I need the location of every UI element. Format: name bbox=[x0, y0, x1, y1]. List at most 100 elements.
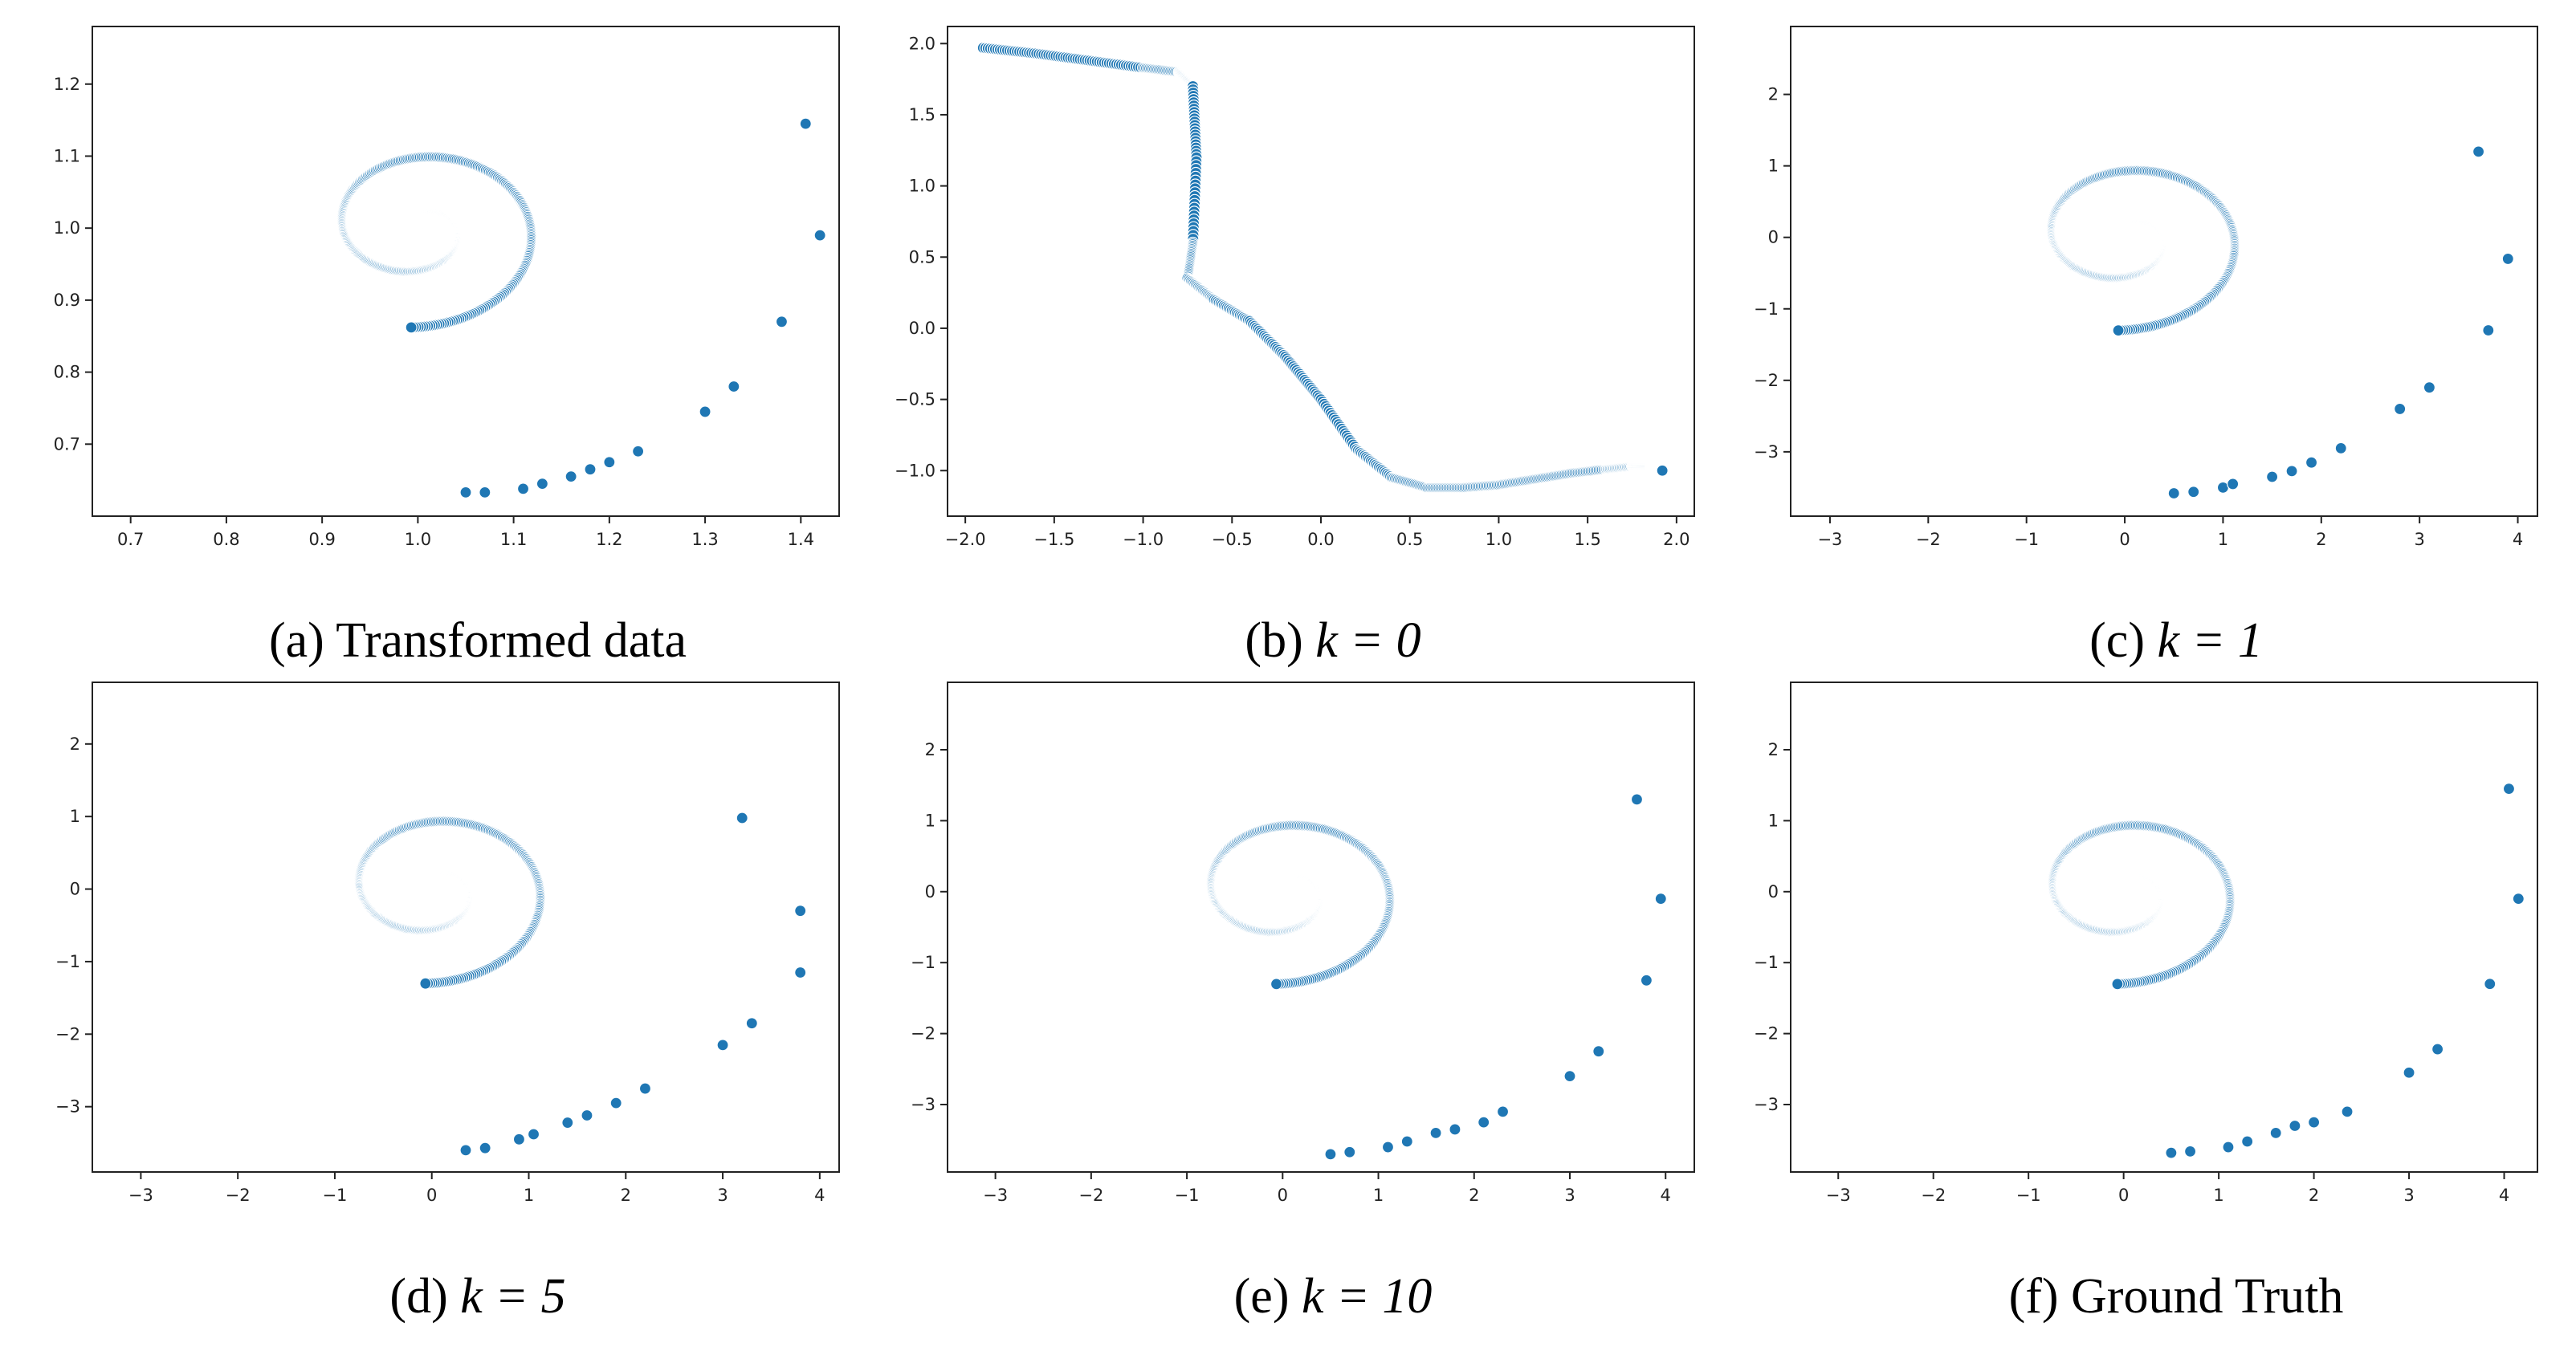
data-point bbox=[2305, 456, 2318, 469]
y-tick-label: 2 bbox=[925, 740, 935, 759]
subplot-2: −2.0 −1.5 −1.0 −0.5 0.0 0.5 1.0 1.5 2.0 −1.0 −0.5 0… bbox=[895, 22, 1751, 681]
y-tick-label: −3 bbox=[911, 1095, 935, 1114]
data-point bbox=[1478, 1116, 1490, 1129]
data-point bbox=[2165, 1146, 2178, 1159]
x-tick-label: 1.1 bbox=[500, 530, 527, 549]
data-point bbox=[419, 977, 432, 990]
y-tick-label: −0.5 bbox=[895, 390, 935, 409]
x-tick-label: −1.5 bbox=[1033, 530, 1074, 549]
data-point bbox=[2241, 1135, 2254, 1148]
point-group bbox=[2046, 783, 2525, 1159]
y-tick-label: 0 bbox=[70, 880, 80, 899]
data-point bbox=[516, 482, 530, 495]
x-tick-label: 4 bbox=[1661, 1186, 1671, 1205]
data-point bbox=[459, 1144, 472, 1157]
plot-frame bbox=[947, 682, 1695, 1173]
x-tick-label: 3 bbox=[2403, 1186, 2414, 1205]
x-tick-label: 3 bbox=[2414, 530, 2424, 549]
data-point bbox=[2431, 1043, 2444, 1056]
data-point bbox=[716, 1039, 729, 1052]
y-tick-label: −2 bbox=[911, 1024, 935, 1044]
data-point bbox=[527, 1128, 540, 1141]
data-point bbox=[1324, 1148, 1337, 1161]
data-point bbox=[2394, 402, 2407, 416]
y-tick-label: 0.7 bbox=[54, 434, 80, 454]
data-point bbox=[1630, 793, 1644, 806]
data-point bbox=[1381, 1141, 1395, 1154]
data-point bbox=[2334, 441, 2347, 455]
y-tick-label: 1 bbox=[1768, 811, 1779, 830]
caption-label: (e) bbox=[1233, 1269, 1302, 1324]
data-point bbox=[2484, 978, 2497, 991]
x-tick-label: −2 bbox=[226, 1186, 251, 1205]
caption-label: (f) Ground Truth bbox=[2008, 1269, 2344, 1324]
plot-frame bbox=[947, 26, 1695, 517]
x-tick-label: 1.0 bbox=[1486, 530, 1512, 549]
data-point bbox=[2187, 486, 2200, 498]
scatter-plot-2: −2.0 −1.5 −1.0 −0.5 0.0 0.5 1.0 1.5 2.0 −1.0 −0.5 0… bbox=[895, 26, 1695, 549]
data-point bbox=[1496, 1105, 1510, 1118]
x-tick-label: 1.3 bbox=[691, 530, 718, 549]
x-tick-label: 0 bbox=[1278, 1186, 1288, 1205]
data-point bbox=[794, 905, 807, 918]
data-point bbox=[2502, 783, 2516, 796]
subplot-caption: (d) k = 5 bbox=[60, 1268, 895, 1325]
x-tick-label: −1 bbox=[2014, 530, 2039, 549]
y-tick-label: 1.1 bbox=[54, 146, 80, 165]
x-tick-label: −0.5 bbox=[1212, 530, 1253, 549]
y-tick-label: 0.5 bbox=[909, 247, 935, 267]
data-point bbox=[609, 1097, 622, 1109]
data-point bbox=[584, 463, 597, 476]
y-tick-label: −1.0 bbox=[895, 461, 935, 480]
plot-frame bbox=[1790, 26, 2538, 517]
x-tick-label: 0.5 bbox=[1396, 530, 1423, 549]
y-tick-label: 0.9 bbox=[54, 291, 80, 310]
data-point bbox=[2423, 381, 2435, 394]
caption-math: k = 0 bbox=[1315, 613, 1421, 668]
y-tick-label: −1 bbox=[1754, 299, 1779, 319]
y-tick-label: 1.0 bbox=[54, 218, 80, 238]
y-tick-label: 1 bbox=[1768, 157, 1779, 176]
y-tick-label: 2.0 bbox=[909, 34, 935, 53]
data-point bbox=[2512, 893, 2525, 905]
data-point bbox=[1449, 1123, 1461, 1136]
data-point bbox=[479, 1141, 491, 1154]
y-tick-label: −1 bbox=[55, 952, 80, 971]
plot-frame bbox=[92, 682, 840, 1173]
data-point bbox=[1270, 978, 1283, 991]
x-tick-label: 0.0 bbox=[1307, 530, 1334, 549]
data-point bbox=[405, 321, 418, 334]
data-point bbox=[2472, 145, 2485, 158]
x-tick-label: 2.0 bbox=[1663, 530, 1689, 549]
scatter-plot-3: −3 −2 −1 0 1 2 3 4 −3 −2 −1 0 1 2 bbox=[1754, 26, 2538, 549]
data-point bbox=[1563, 1070, 1576, 1083]
y-tick-label: 2 bbox=[70, 734, 80, 754]
x-tick-label: −3 bbox=[1817, 530, 1842, 549]
subplot-caption: (e) k = 10 bbox=[915, 1268, 1751, 1325]
caption-label: (b) bbox=[1245, 613, 1316, 668]
subplot-1: 0.7 0.8 0.9 1.0 1.1 1.2 1.3 1.4 0.7 0.8 0.9 1.0 1.1 1… bbox=[54, 22, 895, 681]
data-point bbox=[2111, 978, 2124, 991]
y-tick-label: 0.8 bbox=[54, 363, 80, 382]
point-group bbox=[976, 41, 1669, 494]
y-tick-label: −1 bbox=[1754, 953, 1779, 972]
x-tick-label: 1 bbox=[2213, 1186, 2223, 1205]
data-point bbox=[1400, 1135, 1413, 1148]
y-tick-label: −3 bbox=[55, 1097, 80, 1117]
data-point bbox=[2307, 1116, 2321, 1129]
y-tick-label: 0.0 bbox=[909, 319, 935, 338]
data-point bbox=[2222, 1141, 2235, 1154]
data-point bbox=[1429, 1126, 1442, 1139]
point-group bbox=[1204, 793, 1667, 1161]
data-point bbox=[794, 966, 807, 979]
x-tick-label: 4 bbox=[2513, 530, 2523, 549]
y-tick-label: 2 bbox=[1768, 85, 1779, 104]
data-point bbox=[1656, 464, 1669, 477]
x-tick-label: 2 bbox=[2316, 530, 2326, 549]
y-tick-label: −3 bbox=[1754, 442, 1779, 462]
x-tick-label: −2 bbox=[1921, 1186, 1946, 1205]
x-tick-label: −3 bbox=[983, 1186, 1008, 1205]
subplot-3: −3 −2 −1 0 1 2 3 4 −3 −2 −1 0 1 2 (c) k = 1 bbox=[1754, 22, 2576, 681]
y-tick-label: 0 bbox=[925, 882, 935, 901]
caption-math: k = 5 bbox=[460, 1269, 566, 1324]
